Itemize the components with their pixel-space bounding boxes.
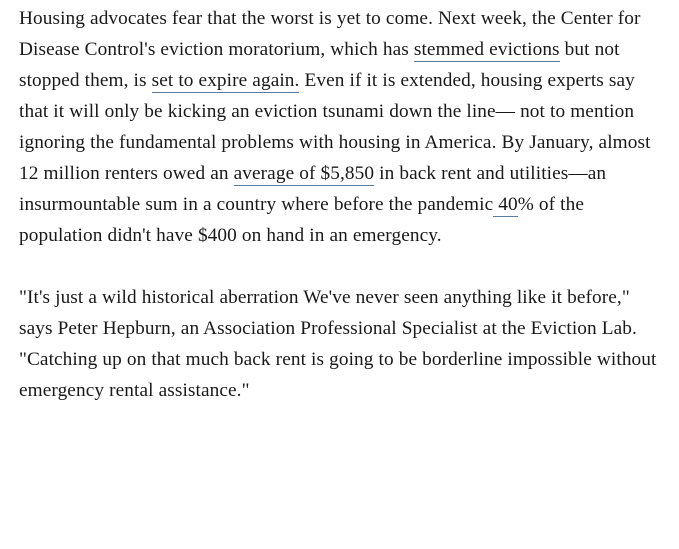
inline-link[interactable]: average of $5,850 [233, 163, 375, 186]
paragraph-list: Housing advocates fear that the worst is… [19, 3, 660, 406]
article-paragraph: Housing advocates fear that the worst is… [19, 3, 660, 251]
inline-link[interactable]: stemmed evictions [413, 39, 560, 62]
inline-link[interactable]: 40 [493, 194, 518, 217]
article-paragraph: "It's just a wild historical aberration … [19, 282, 660, 406]
inline-link[interactable]: set to expire again. [151, 70, 300, 93]
paragraph-text-run: Housing advocates fear that the worst is… [19, 8, 641, 60]
paragraph-text-run: % of the population didn't have $400 on … [19, 194, 585, 246]
paragraph-text-run: but not stopped them, is [19, 39, 620, 91]
paragraph-text-run: Even if it is extended, housing experts … [19, 70, 651, 184]
paragraph-text-run: in back rent and utilities—an insurmount… [19, 163, 607, 215]
paragraph-text-run: "It's just a wild historical aberration … [19, 287, 657, 401]
article-body: Housing advocates fear that the worst is… [19, 3, 660, 406]
